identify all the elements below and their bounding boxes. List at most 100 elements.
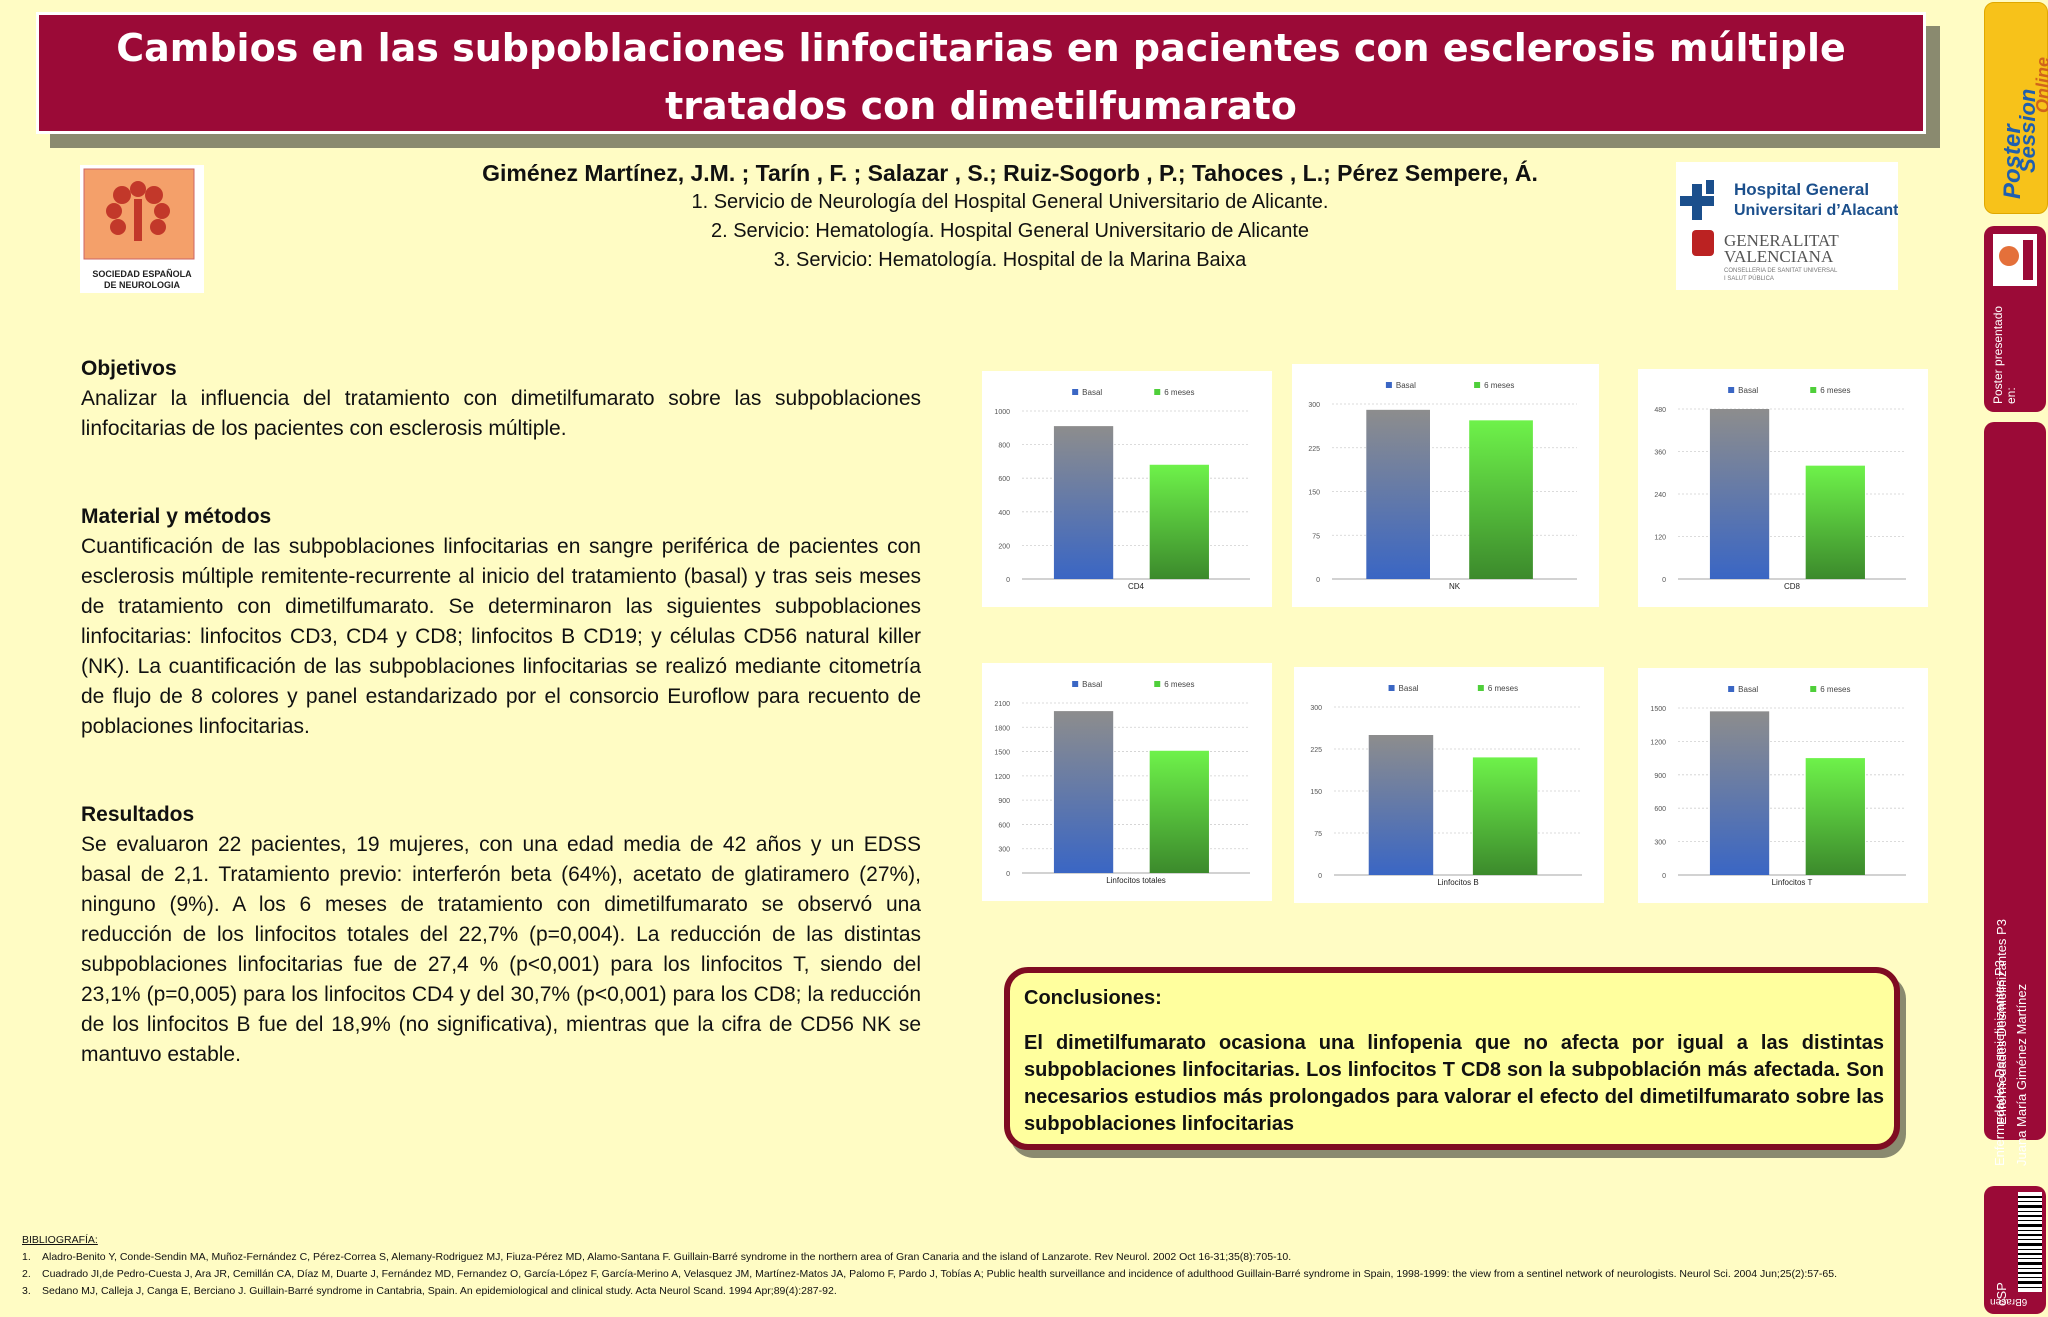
y-tick-label: 0	[1316, 577, 1320, 584]
bar-basal	[1368, 735, 1434, 875]
objetivos-heading: Objetivos	[81, 357, 177, 380]
y-tick-label: 2100	[994, 701, 1010, 708]
brand-online: Online	[2033, 56, 2048, 113]
y-tick-label: 360	[1654, 450, 1666, 457]
legend-label-basal: Basal	[1082, 680, 1102, 689]
chart-linfocitos-b: Basal 6 meses 0 75 150 225 300 Linfocitos B	[1294, 667, 1604, 903]
hospital-logo: Hospital General Universitari d’Alacant …	[1676, 162, 1899, 290]
reference-text: Sedano MJ, Calleja J, Canga E, Berciano …	[42, 1285, 837, 1297]
chart-linfocitos-totales-svg: Basal 6 meses 0 300 600 900 1200 1500 1800 2100 Li…	[994, 680, 1250, 885]
sen-logo-line1: SOCIEDAD ESPAÑOLA	[92, 269, 192, 279]
resultados-text: Se evaluaron 22 pacientes, 19 mujeres, c…	[81, 833, 921, 1066]
y-tick-label: 200	[998, 543, 1010, 550]
brain-icon: SOCIEDAD ESPAÑOLA DE NEUROLOGIA	[83, 168, 195, 290]
chart-linfocitos-t-svg: Basal 6 meses 0 300 600 900 1200 1500 Linfocitos…	[1650, 685, 1906, 887]
presented-label: Poster presentado en:	[1991, 305, 2018, 404]
hospital-logo-graphic: Hospital General Universitari d’Alacant …	[1680, 180, 1899, 282]
legend-swatch-6-meses	[1477, 685, 1484, 691]
affiliation-3: 3. Servicio: Hematología. Hospital de la…	[773, 249, 1247, 271]
barcode-icon	[2018, 1192, 2042, 1292]
y-tick-label: 1000	[994, 409, 1010, 416]
poster-session-sidebar: Poster Session Online Poster presentado …	[1982, 0, 2048, 1317]
y-tick-label: 900	[998, 798, 1010, 805]
chart-cd4-svg: Basal 6 meses 0 200 400 600 800 1000 CD4	[994, 388, 1250, 591]
y-tick-label: 1500	[1650, 706, 1666, 713]
y-tick-label: 1500	[994, 750, 1010, 757]
bar-6-meses	[1149, 750, 1209, 873]
metodos-section: Material y métodos Cuantificación de las…	[81, 502, 921, 742]
y-tick-label: 240	[1654, 492, 1666, 499]
legend-swatch-basal	[1728, 686, 1735, 692]
legend-swatch-basal	[1072, 389, 1079, 395]
conclusions-text: El dimetilfumarato ocasiona una linfopen…	[1024, 1032, 1884, 1135]
poster-id: 6Brasen	[1990, 1296, 2028, 1307]
y-tick-label: 300	[1308, 402, 1320, 409]
category-label: NK	[1449, 582, 1461, 591]
legend-label-basal: Basal	[1738, 386, 1758, 395]
y-tick-label: 480	[1654, 407, 1666, 414]
resultados-heading: Resultados	[81, 803, 195, 826]
legend-swatch-6-meses	[1810, 387, 1817, 393]
y-tick-label: 300	[1310, 705, 1322, 712]
sen-mini-logo-icon	[1993, 234, 2037, 286]
legend-label-6-meses: 6 meses	[1484, 381, 1514, 390]
legend-label-6-meses: 6 meses	[1164, 388, 1194, 397]
legend-swatch-6-meses	[1474, 382, 1481, 388]
author-text: Juana María Giménez Martínez	[2014, 983, 2029, 1166]
sen-logo-line2: DE NEUROLOGIA	[104, 280, 181, 290]
y-tick-label: 600	[1654, 806, 1666, 813]
bibliography: BIBLIOGRAFÍA: 1. Aladro-Benito Y, Conde-S…	[22, 1232, 1972, 1300]
legend-label-basal: Basal	[1082, 388, 1102, 397]
legend-swatch-basal	[1728, 387, 1735, 393]
chart-nk-svg: Basal 6 meses 0 75 150 225 300 NK	[1308, 381, 1577, 591]
y-tick-label: 150	[1310, 789, 1322, 796]
hospital-line6: I SALUT PÚBLICA	[1724, 275, 1774, 282]
objetivos-text: Analizar la influencia del tratamiento c…	[81, 387, 921, 440]
metodos-heading: Material y métodos	[81, 505, 272, 528]
y-tick-label: 400	[998, 510, 1010, 517]
y-tick-label: 120	[1654, 535, 1666, 542]
reference-item: 2. Cuadrado JI,de Pedro-Cuesta J, Ara JR,…	[22, 1266, 1972, 1283]
author-names: Giménez Martínez, J.M. ; Tarín , F. ; Sa…	[482, 160, 1538, 186]
bar-basal	[1709, 711, 1770, 875]
y-tick-label: 900	[1654, 773, 1666, 780]
affiliation-2: 2. Servicio: Hematología. Hospital Gener…	[710, 220, 1310, 242]
authors-block: Giménez Martínez, J.M. ; Tarín , F. ; Sa…	[400, 158, 1620, 275]
legend-swatch-6-meses	[1154, 681, 1161, 687]
brand-panel[interactable]: Poster Session Online	[1984, 2, 2048, 214]
category-label: Linfocitos totales	[1106, 876, 1166, 885]
conclusions-heading: Conclusiones:	[1024, 987, 1162, 1009]
y-tick-label: 300	[1654, 840, 1666, 847]
bar-basal	[1709, 409, 1770, 579]
generalitat-crest-icon	[1692, 230, 1714, 256]
chart-linfocitos-t: Basal 6 meses 0 300 600 900 1200 1500 Linfocitos…	[1638, 668, 1928, 903]
title-line-2: tratados con dimetilfumarato	[665, 84, 1297, 128]
hospital-line1: Hospital General	[1734, 180, 1869, 199]
reference-text: Cuadrado JI,de Pedro-Cuesta J, Ara JR, C…	[42, 1268, 1838, 1280]
y-tick-label: 1200	[1650, 739, 1666, 746]
bar-6-meses	[1805, 465, 1865, 579]
y-tick-label: 0	[1318, 873, 1322, 880]
y-tick-label: 75	[1314, 831, 1322, 838]
poster-title: Cambios en las subpoblaciones linfocitar…	[36, 12, 1926, 134]
bar-6-meses	[1469, 420, 1533, 579]
category-label: Linfocitos B	[1437, 878, 1478, 887]
hospital-line3: GENERALITAT	[1724, 231, 1839, 250]
title-line-1: Cambios en las subpoblaciones linfocitar…	[116, 26, 1846, 70]
legend-label-basal: Basal	[1396, 381, 1416, 390]
legend-label-6-meses: 6 meses	[1820, 386, 1850, 395]
chart-nk: Basal 6 meses 0 75 150 225 300 NK	[1292, 364, 1599, 607]
hospital-line2: Universitari d’Alacant	[1734, 202, 1898, 219]
bar-6-meses	[1149, 464, 1209, 579]
chart-cd8: Basal 6 meses 0 120 240 360 480 CD8	[1638, 369, 1928, 607]
legend-label-basal: Basal	[1738, 685, 1758, 694]
legend-label-6-meses: 6 meses	[1488, 684, 1518, 693]
y-tick-label: 0	[1006, 577, 1010, 584]
category-label: Linfocitos T	[1772, 878, 1813, 887]
category-label: CD8	[1784, 582, 1801, 591]
legend-label-6-meses: 6 meses	[1820, 685, 1850, 694]
chart-cd4: Basal 6 meses 0 200 400 600 800 1000 CD4	[982, 371, 1272, 607]
conclusions-box: Conclusiones: El dimetilfumarato ocasion…	[1004, 967, 1900, 1150]
legend-swatch-basal	[1388, 685, 1395, 691]
bar-basal	[1366, 409, 1430, 579]
